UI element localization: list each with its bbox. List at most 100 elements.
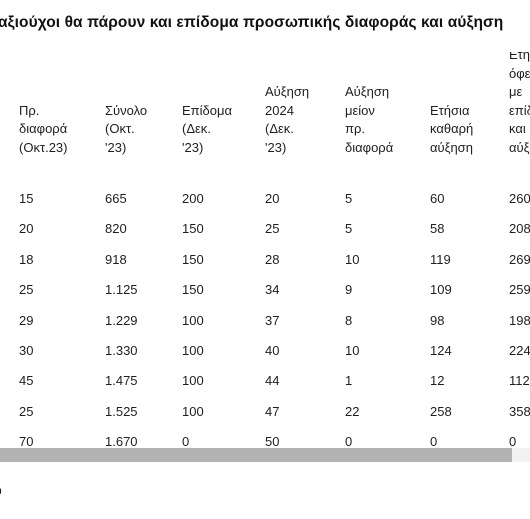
table-cell: 200 <box>182 191 204 206</box>
column-header-line: μείον <box>345 102 375 118</box>
table-cell: 28 <box>265 251 280 267</box>
table-cell: 665 <box>105 191 127 206</box>
table-cell: 100 <box>182 403 204 419</box>
table-cell: 1.670 <box>105 434 138 450</box>
table-cell: 1.475 <box>105 373 138 389</box>
table-cell: 34 <box>265 282 280 298</box>
table-cell: 18 <box>19 251 34 267</box>
column-header: Αύξηση μείον πρ. διαφορά <box>345 83 393 157</box>
table-cell: 0 <box>509 434 517 450</box>
table-cell: 150 <box>182 221 204 237</box>
table-cell: 50 <box>265 434 280 450</box>
table-cell: 1.229 <box>105 312 138 328</box>
column-header-line: Ετήσ <box>509 52 530 62</box>
table-cell: 259 <box>509 282 530 298</box>
table-cell: 820 <box>105 221 127 237</box>
table-cell: 37 <box>265 312 280 328</box>
table-cell: 0 <box>182 434 190 450</box>
table-cell: 22 <box>345 403 360 419</box>
column-header: Αύξηση 2024 (Δεκ. '23) <box>265 83 309 157</box>
table-cell: 358 <box>509 403 530 419</box>
column-header: Ετήσ όφελ με επίδ και αύξ <box>509 52 530 157</box>
table-cell: 109 <box>430 282 452 298</box>
column-header-line: καθαρή <box>430 121 474 136</box>
table-cell: 119 <box>430 251 451 267</box>
table-cell: 269 <box>509 251 530 267</box>
column-header-line: '23) <box>182 139 204 155</box>
table-cell: 150 <box>182 282 204 298</box>
column-header-line: (Δεκ. <box>182 121 211 136</box>
table-cell: 29 <box>19 312 34 328</box>
table-cell: 45 <box>19 373 34 389</box>
table-cell: 1.525 <box>105 403 138 419</box>
column-header-line: Σύνολο <box>105 102 148 118</box>
table-cell: 198 <box>509 312 530 328</box>
table-cell: 5 <box>345 221 353 237</box>
column-header-line: επίδ <box>509 102 530 118</box>
column-header-line: αύξ <box>509 139 530 155</box>
table-cell: 208 <box>509 221 530 237</box>
table-cell: 1.330 <box>105 343 138 358</box>
table-cell: 20 <box>19 221 34 237</box>
column-header-line: Επίδομα <box>182 102 233 118</box>
table-cell: 20 <box>265 191 280 206</box>
column-header-line: '23) <box>105 139 127 155</box>
table-cell: 25 <box>19 403 34 419</box>
table-cell: 70 <box>19 434 34 450</box>
table-cell: 60 <box>430 191 445 206</box>
table-cell: 98 <box>430 312 445 328</box>
table-cell: 15 <box>19 191 34 206</box>
column-header-line: 2024 <box>265 102 294 118</box>
column-header: Επίδομα (Δεκ. '23) <box>182 102 232 158</box>
table-cell: 150 <box>182 251 204 267</box>
table-cell: 112 <box>509 373 530 389</box>
column-header-line: (Δεκ. <box>265 121 294 136</box>
column-header-line: πρ. <box>345 121 365 136</box>
table-cell: 25 <box>265 221 280 237</box>
table-cell: 9 <box>345 282 353 298</box>
scrollbar-thumb[interactable] <box>0 448 512 462</box>
table-cell: 100 <box>182 312 204 328</box>
column-header-line: '23) <box>265 139 287 155</box>
column-header: Πρ. διαφορά (Οκτ.23) <box>19 102 67 158</box>
table-cell: 10 <box>345 251 360 267</box>
column-header-line: Πρ. <box>19 102 40 118</box>
table-cell: 100 <box>182 343 204 358</box>
table-cell: 30 <box>19 343 34 358</box>
column-header-line: διαφορά <box>345 139 394 155</box>
column-header-line: αύξηση <box>430 139 473 155</box>
table-cell: 258 <box>430 403 452 419</box>
table-cell: 918 <box>105 251 127 267</box>
table-cell: 10 <box>345 343 360 358</box>
column-header-line: Ετήσια <box>430 102 470 118</box>
column-header-line: και <box>509 121 526 136</box>
table-cell: 1.125 <box>105 282 138 298</box>
table-cell: 12 <box>430 373 445 389</box>
column-header: Ετήσια καθαρή αύξηση <box>430 102 473 158</box>
table-title: αξιούχοι θα πάρουν και επίδομα προσωπική… <box>0 14 504 31</box>
column-header-line: (Οκτ. <box>105 121 135 136</box>
column-header-line: με <box>509 84 523 99</box>
source-note: ο <box>0 482 2 498</box>
table-cell: 124 <box>430 343 452 358</box>
table-cell: 25 <box>19 282 34 298</box>
table-cell: 100 <box>182 373 204 389</box>
column-header: Σύνολο (Οκτ. '23) <box>105 102 147 158</box>
column-header-line: Αύξηση <box>345 84 390 99</box>
table-cell: 44 <box>265 373 280 389</box>
table-cell: 1 <box>345 373 353 389</box>
table-cell: 260 <box>509 191 530 206</box>
table-cell: 47 <box>265 403 280 419</box>
table-cell: 224 <box>509 343 530 358</box>
table-cell: 40 <box>265 343 280 358</box>
data-table: Πρ. διαφορά (Οκτ.23) Σύνολο (Οκτ. '23) Επίδομα… <box>0 52 530 460</box>
column-header-line: (Οκτ.23) <box>19 139 68 155</box>
column-header-line: Αύξηση <box>265 84 310 99</box>
column-header-line: όφελ <box>509 65 530 81</box>
column-header-line: διαφορά <box>19 121 68 136</box>
table-cell: 0 <box>345 434 353 450</box>
table-cell: 0 <box>430 434 438 450</box>
table-cell: 58 <box>430 221 445 237</box>
horizontal-scrollbar[interactable] <box>0 448 530 462</box>
table-cell: 5 <box>345 191 353 206</box>
